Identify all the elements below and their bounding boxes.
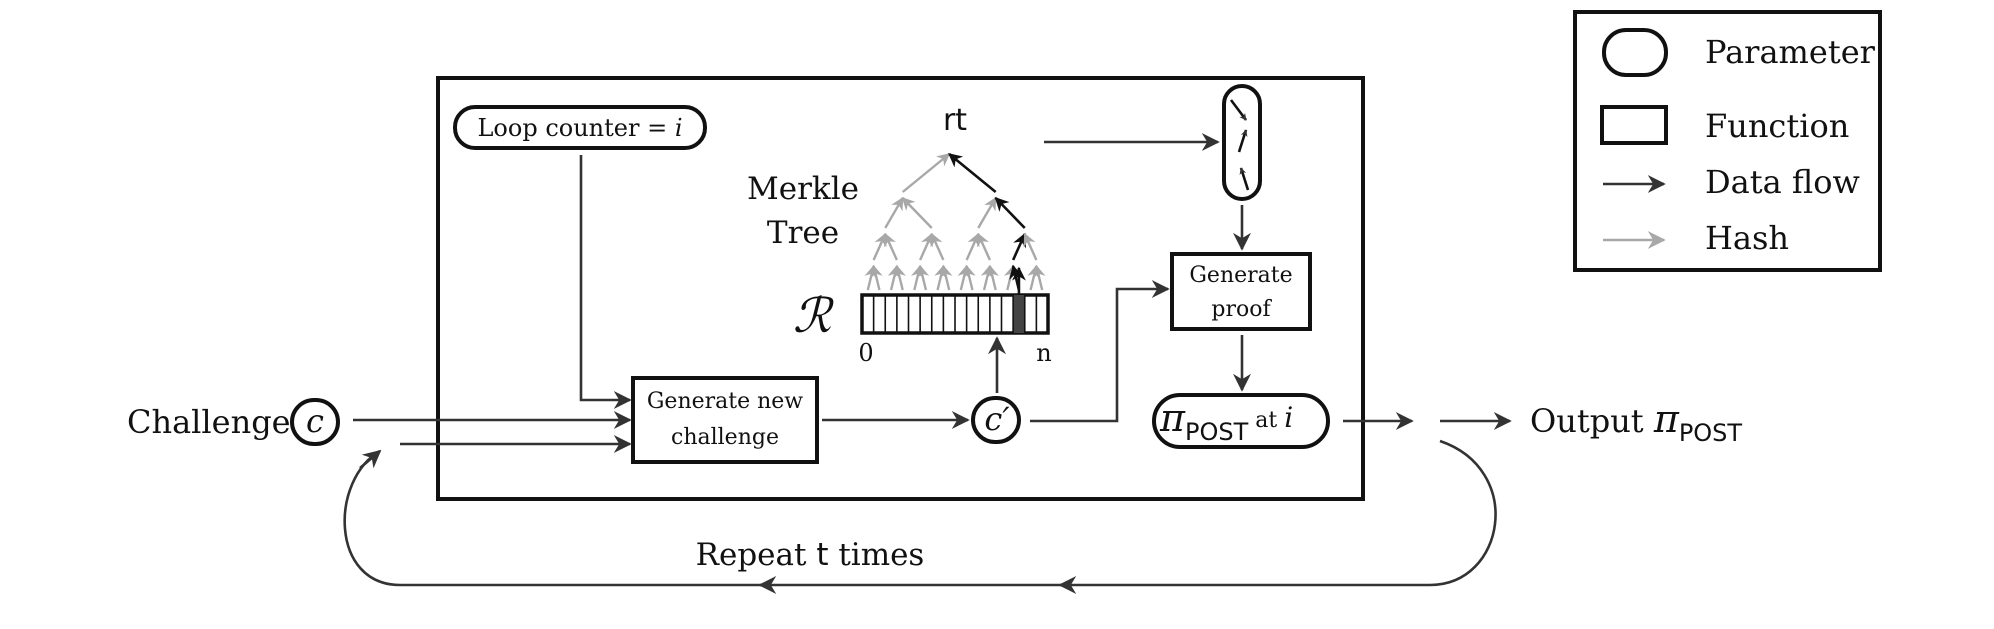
merkle-hash-arrow-icon	[930, 232, 945, 261]
merkle-hash-arrow-icon	[963, 264, 976, 291]
merkle-hash-arrow-icon	[986, 264, 999, 291]
generate-challenge-line1: Generate new	[647, 389, 803, 414]
proof-at-text: at	[1248, 408, 1284, 433]
svg-text:πPOST at i: πPOST at i	[1159, 396, 1293, 446]
auth-path-arrow-3-icon	[1239, 167, 1250, 191]
record-symbol: ℛ	[793, 288, 835, 344]
record-index-start: 0	[858, 339, 873, 367]
loop-counter-to-generator-arrow	[579, 155, 632, 409]
legend-function-label: Function	[1705, 107, 1849, 145]
merkle-hash-arrow-icon	[872, 232, 887, 261]
merkle-hash-arrow-icon	[965, 232, 980, 261]
proof-pi-symbol: π	[1159, 396, 1186, 440]
repeat-loop-right-arrow	[1058, 439, 1497, 594]
repeat-label-variable: t	[816, 537, 828, 573]
challenge-label: Challenge	[127, 403, 291, 441]
merkle-hash-arrow-icon	[919, 232, 933, 261]
merkle-hash-arrow-icon	[893, 264, 906, 291]
generate-proof-function: Generate proof	[1170, 252, 1312, 331]
record-selected-cell	[1013, 295, 1025, 333]
output-pi-symbol: π	[1653, 397, 1680, 441]
record-index-end: n	[1036, 339, 1051, 367]
data-flow-arrows	[343, 133, 1512, 594]
output-label-group: Output πPOST	[1530, 397, 1742, 447]
auth-path-arrow-1-icon	[1229, 99, 1248, 121]
auth-path-parameter	[1222, 84, 1262, 201]
legend-parameter-label: Parameter	[1705, 33, 1876, 71]
merkle-root-label: rt	[943, 103, 967, 138]
new-challenge-to-proof-arrow	[1030, 280, 1170, 423]
merkle-hash-arrow-icon	[884, 196, 904, 229]
legend: Parameter Function Data flow Hash	[1573, 10, 1882, 272]
svg-text:Loop counter = i: Loop counter = i	[477, 114, 682, 142]
repeat-label-suffix: times	[828, 537, 924, 573]
legend-data-flow-label: Data flow	[1705, 163, 1860, 201]
merkle-hash-arrow-icon	[939, 264, 953, 291]
proof-at-variable: i	[1284, 401, 1293, 434]
generate-proof-line2: proof	[1211, 297, 1272, 322]
merkle-hash-arrow-icon	[870, 264, 883, 291]
loop-counter-label: Loop counter =	[477, 114, 674, 142]
loop-counter-parameter: Loop counter = i	[453, 105, 707, 150]
merkle-tree-label-line1: Merkle	[747, 171, 859, 207]
merkle-hash-arrow-icon	[1023, 232, 1038, 261]
challenge-parameter: c	[290, 398, 340, 446]
generate-new-challenge-function: Generate new challenge	[631, 376, 819, 464]
repeat-loop-end-arrow	[359, 449, 382, 469]
merkle-hash-arrow-icon	[1032, 264, 1046, 291]
proof-subscript: POST	[1185, 418, 1249, 446]
merkle-hash-arrow-icon	[901, 197, 933, 229]
legend-parameter-icon	[1602, 28, 1668, 77]
output-label: Output	[1530, 402, 1654, 440]
merkle-path-arrow-icon	[994, 196, 1026, 229]
merkle-tree	[864, 152, 1046, 294]
repeat-label-prefix: Repeat	[696, 537, 817, 573]
new-challenge-symbol: c′	[984, 400, 1010, 438]
merkle-hash-arrow-icon	[977, 196, 997, 229]
merkle-hash-arrow-icon	[884, 232, 898, 261]
merkle-tree-label-line2: Tree	[767, 215, 839, 251]
challenge-symbol: c	[306, 402, 324, 440]
generate-proof-line1: Generate	[1189, 263, 1292, 288]
legend-hash-label: Hash	[1705, 219, 1789, 257]
output-subscript: POST	[1679, 419, 1743, 447]
auth-path-arrow-2-icon	[1237, 129, 1248, 153]
merkle-hash-arrow-icon	[977, 232, 991, 261]
repeat-label: Repeat t times	[696, 537, 925, 573]
merkle-path-arrow-icon	[948, 152, 997, 194]
merkle-hash-arrow-icon	[901, 153, 951, 193]
merkle-path-arrow-icon	[1011, 232, 1026, 261]
merkle-hash-arrow-icon	[916, 264, 930, 291]
legend-function-icon	[1600, 105, 1668, 145]
new-challenge-parameter: c′	[971, 396, 1021, 444]
loop-counter-variable: i	[675, 114, 683, 142]
record-array	[860, 293, 1050, 335]
proof-at-i-parameter: πPOST at i	[1152, 393, 1330, 449]
generate-challenge-line2: challenge	[671, 425, 779, 450]
